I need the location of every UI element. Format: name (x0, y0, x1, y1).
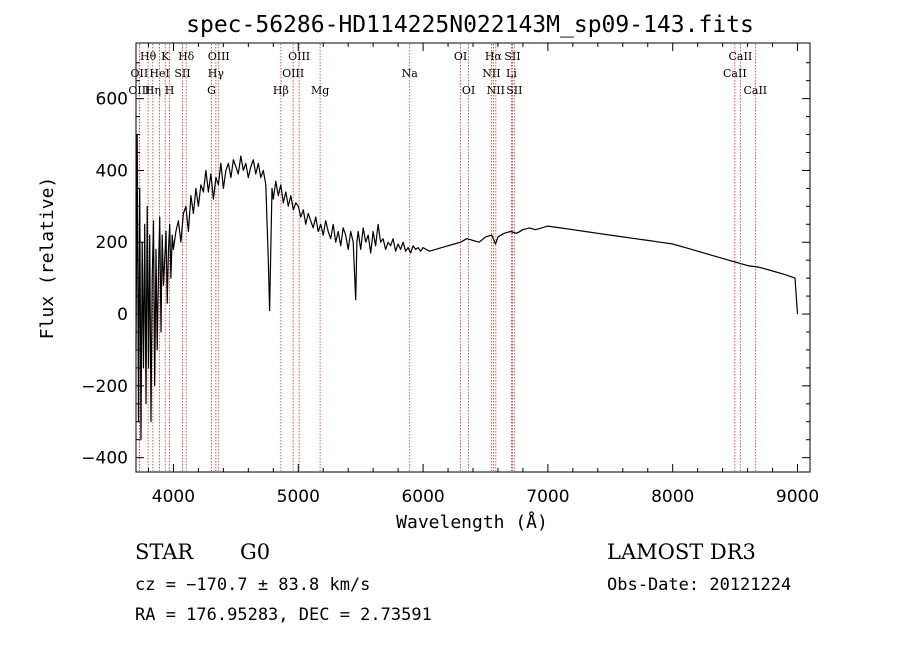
line-label-22: Li (506, 67, 517, 80)
subclass-label: G0 (240, 540, 270, 564)
emission-line-markers (138, 44, 756, 471)
y-tick-label: −200 (81, 377, 128, 397)
line-label-20: SII (504, 50, 520, 63)
line-label-0: Hθ (140, 50, 157, 63)
line-label-6: Hδ (178, 50, 195, 63)
y-tick-label: −400 (81, 449, 128, 469)
emission-line-labels: Hθ OII OIII K HeI Hη Hδ SII H OIII Hγ G Hβ OIII OIII Mg… (128, 50, 767, 97)
line-label-5: Hη (145, 84, 161, 97)
class-label: STAR (135, 540, 194, 564)
x-tick-label: 8000 (651, 487, 694, 507)
line-label-1: OII (131, 67, 149, 80)
line-label-18: OI (462, 84, 475, 97)
x-axis-ticks: 4000 5000 6000 7000 8000 9000 (147, 43, 819, 507)
line-label-15: Mg (311, 84, 329, 97)
y-tick-label: 400 (96, 161, 128, 181)
coordinates-text: RA = 176.95283, DEC = 2.73591 (135, 605, 432, 625)
x-tick-label: 5000 (277, 487, 320, 507)
line-label-16: Na (402, 67, 419, 80)
line-label-25: CaII (729, 50, 753, 63)
line-label-3: K (161, 50, 170, 63)
line-label-9: OIII (208, 50, 230, 63)
x-axis-label: Wavelength (Å) (396, 511, 548, 533)
survey-label: LAMOST DR3 (607, 540, 756, 564)
line-label-14: OIII (282, 67, 304, 80)
y-tick-label: 600 (96, 90, 128, 110)
x-tick-label: 6000 (401, 487, 444, 507)
line-label-10: Hγ (208, 67, 225, 80)
line-label-24: SII (506, 84, 522, 97)
spectrum-line (135, 133, 799, 441)
line-label-7: SII (174, 67, 190, 80)
line-label-11: G (207, 84, 216, 97)
line-label-8: H (165, 84, 175, 97)
plot-frame (135, 42, 811, 473)
y-axis-label: Flux (relative) (37, 177, 58, 340)
y-axis-ticks: −400 −200 0 200 400 600 (81, 62, 810, 469)
obs-date-text: Obs-Date: 20121224 (607, 575, 791, 595)
y-tick-label: 200 (96, 233, 128, 253)
line-label-23: NII (487, 84, 505, 97)
x-tick-label: 4000 (152, 487, 195, 507)
line-label-17: OI (454, 50, 467, 63)
line-label-4: HeI (149, 67, 169, 80)
line-label-12: Hβ (273, 84, 289, 97)
cz-text: cz = −170.7 ± 83.8 km/s (135, 575, 370, 595)
line-label-19: Hα (485, 50, 503, 63)
line-label-13: OIII (288, 50, 310, 63)
line-label-27: CaII (743, 84, 767, 97)
line-label-21: NII (482, 67, 500, 80)
line-label-2: OIII (128, 84, 150, 97)
x-tick-label: 7000 (526, 487, 569, 507)
y-tick-label: 0 (117, 305, 128, 325)
x-tick-label: 9000 (776, 487, 819, 507)
chart-title: spec-56286-HD114225N022143M_sp09-143.fit… (186, 12, 754, 38)
line-label-26: CaII (723, 67, 747, 80)
